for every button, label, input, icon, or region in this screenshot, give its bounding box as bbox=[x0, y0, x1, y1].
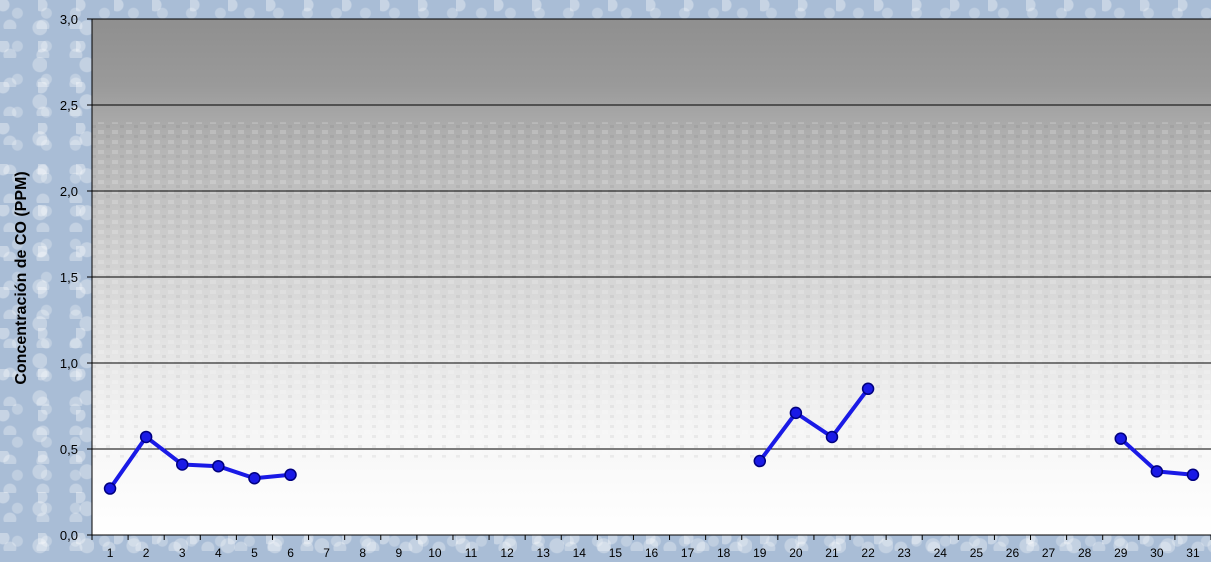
x-tick-label: 17 bbox=[681, 546, 695, 560]
y-tick-label: 2,0 bbox=[60, 184, 78, 199]
x-tick-label: 18 bbox=[717, 546, 731, 560]
plot-texture bbox=[92, 122, 1211, 458]
data-point bbox=[861, 382, 875, 396]
data-point bbox=[753, 454, 767, 468]
data-point bbox=[248, 471, 261, 485]
x-tick-label: 9 bbox=[395, 546, 402, 560]
series-points bbox=[103, 382, 1200, 495]
x-tick-label: 19 bbox=[753, 546, 767, 560]
x-tick-label: 26 bbox=[1006, 546, 1020, 560]
x-tick-label: 2 bbox=[143, 546, 150, 560]
x-tick-label: 11 bbox=[465, 546, 478, 560]
y-tick-label: 3,0 bbox=[60, 12, 78, 27]
y-tick-label: 0,5 bbox=[60, 442, 78, 457]
x-axis-ticks: 1 2 3 4 5 6 7 8 9 10 11 12 13 14 15 16 17 18 19 20 21 22 23 24 2… bbox=[91, 535, 1211, 560]
data-point bbox=[1114, 432, 1128, 445]
data-point bbox=[1150, 465, 1164, 478]
data-point bbox=[212, 459, 225, 473]
x-tick-label: 14 bbox=[573, 546, 587, 560]
x-tick-label: 24 bbox=[934, 546, 948, 560]
x-tick-label: 22 bbox=[861, 546, 875, 560]
x-tick-label: 20 bbox=[789, 546, 803, 560]
x-tick-label: 5 bbox=[251, 546, 258, 560]
data-point bbox=[175, 458, 189, 471]
y-tick-label: 1,0 bbox=[60, 356, 78, 371]
y-tick-label: 2,5 bbox=[60, 98, 78, 113]
x-tick-label: 13 bbox=[537, 546, 551, 560]
x-tick-label: 29 bbox=[1114, 546, 1128, 560]
y-axis-ticks: 0,0 0,5 1,0 1,5 2,0 2,5 3,0 bbox=[60, 12, 92, 543]
data-point bbox=[103, 482, 117, 495]
x-tick-label: 23 bbox=[897, 546, 911, 560]
x-tick-label: 10 bbox=[428, 546, 442, 560]
x-tick-label: 3 bbox=[179, 546, 186, 560]
x-tick-label: 1 bbox=[107, 546, 114, 560]
data-point bbox=[139, 430, 153, 444]
x-tick-label: 16 bbox=[645, 546, 659, 560]
x-tick-label: 4 bbox=[215, 546, 222, 560]
x-tick-label: 8 bbox=[359, 546, 366, 560]
x-tick-label: 12 bbox=[500, 546, 514, 560]
y-tick-label: 0,0 bbox=[60, 528, 78, 543]
gridlines bbox=[92, 18, 1211, 450]
data-point bbox=[789, 406, 803, 420]
x-tick-label: 27 bbox=[1042, 546, 1056, 560]
data-point bbox=[284, 468, 297, 482]
data-point bbox=[1186, 468, 1200, 482]
series-line-segment bbox=[757, 386, 871, 464]
data-point bbox=[825, 430, 839, 444]
x-tick-label: 15 bbox=[609, 546, 623, 560]
x-tick-label: 30 bbox=[1150, 546, 1164, 560]
x-tick-label: 21 bbox=[825, 546, 839, 560]
x-tick-label: 7 bbox=[323, 546, 330, 560]
y-tick-label: 1,5 bbox=[60, 270, 78, 285]
x-tick-label: 25 bbox=[970, 546, 984, 560]
x-tick-label: 31 bbox=[1186, 546, 1200, 560]
x-tick-label: 6 bbox=[287, 546, 294, 560]
x-tick-label: 28 bbox=[1078, 546, 1092, 560]
y-axis-label: Concentración de CO (PPM) bbox=[13, 171, 30, 384]
